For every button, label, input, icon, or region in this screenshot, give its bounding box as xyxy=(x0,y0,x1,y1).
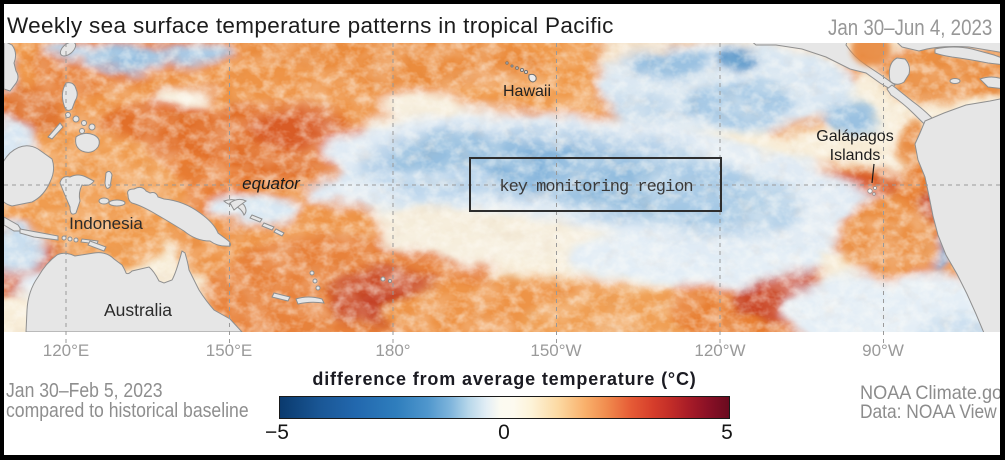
svg-text:Islands: Islands xyxy=(830,147,881,164)
svg-text:Galápagos: Galápagos xyxy=(816,128,893,145)
svg-text:key monitoring region: key monitoring region xyxy=(499,178,692,197)
svg-text:equator: equator xyxy=(242,174,301,193)
svg-text:Indonesia: Indonesia xyxy=(69,214,143,233)
svg-text:Australia: Australia xyxy=(104,300,172,320)
svg-text:Hawaii: Hawaii xyxy=(503,83,551,100)
